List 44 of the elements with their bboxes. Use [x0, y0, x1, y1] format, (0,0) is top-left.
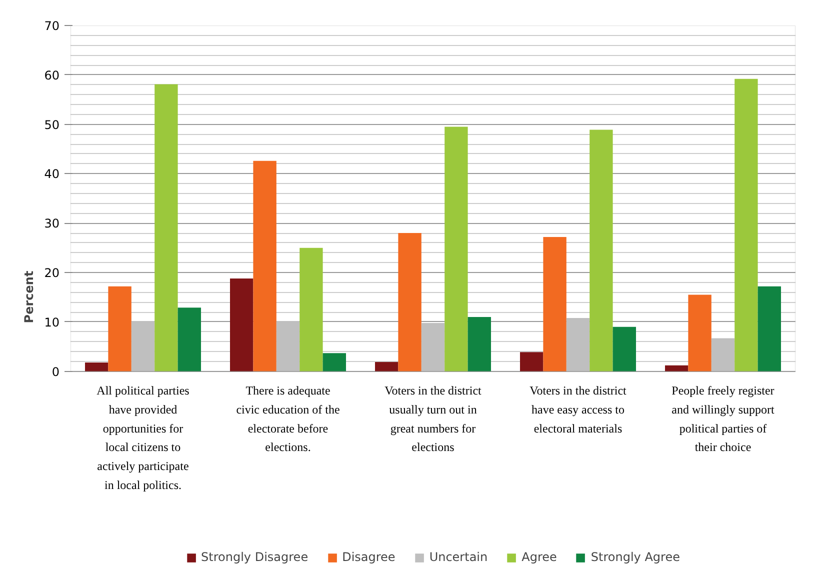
x-tick-label: Voters in the district have easy access to electoral materials: [530, 383, 628, 436]
bar: [178, 308, 201, 372]
bar: [688, 294, 712, 372]
y-axis-title: Percent: [22, 270, 36, 324]
bar: [590, 130, 613, 372]
y-tick-label: 10: [44, 315, 60, 330]
bar: [543, 236, 566, 372]
bar: [322, 353, 346, 372]
legend-label: Uncertain: [429, 550, 488, 564]
y-tick-label: 50: [44, 118, 60, 132]
y-tick-label: 20: [44, 266, 60, 280]
bar: [85, 362, 108, 372]
bar: [398, 233, 422, 372]
bar: [566, 318, 590, 372]
bar: [734, 78, 758, 372]
bar: [375, 362, 398, 372]
bar: [612, 326, 636, 372]
y-tick-label: 70: [44, 19, 60, 33]
bar: [253, 160, 276, 372]
bar: [468, 317, 491, 372]
bar: [276, 320, 300, 372]
y-tick-label: 0: [52, 364, 60, 379]
legend-label: Disagree: [342, 550, 396, 564]
legend-label: Strongly Disagree: [201, 550, 308, 564]
bar: [230, 278, 254, 372]
bar: [520, 352, 544, 372]
bar: [665, 365, 688, 372]
x-tick-label: There is adequate civic education of the electorate before elections.: [236, 383, 340, 454]
x-tick-label: Voters in the district usually turn out in great numbers for elections: [384, 383, 482, 454]
bar: [711, 338, 735, 372]
bar: [421, 322, 445, 372]
bar: [758, 286, 781, 372]
bar: [131, 320, 155, 372]
bar: [300, 248, 323, 372]
x-tick-label: People freely register and willingly support political parties of their choice: [672, 383, 775, 454]
legend-label: Strongly Agree: [590, 550, 680, 564]
y-tick-label: 30: [44, 216, 60, 231]
bar: [154, 84, 178, 372]
bar: [444, 126, 468, 372]
y-tick-label: 40: [44, 167, 60, 182]
legend-label: Agree: [522, 550, 557, 564]
bar: [108, 286, 132, 372]
y-tick-label: 60: [44, 68, 60, 82]
x-tick-label: All political parties have provided opportunities for local citizens to actively participate in local politics.: [96, 383, 190, 492]
